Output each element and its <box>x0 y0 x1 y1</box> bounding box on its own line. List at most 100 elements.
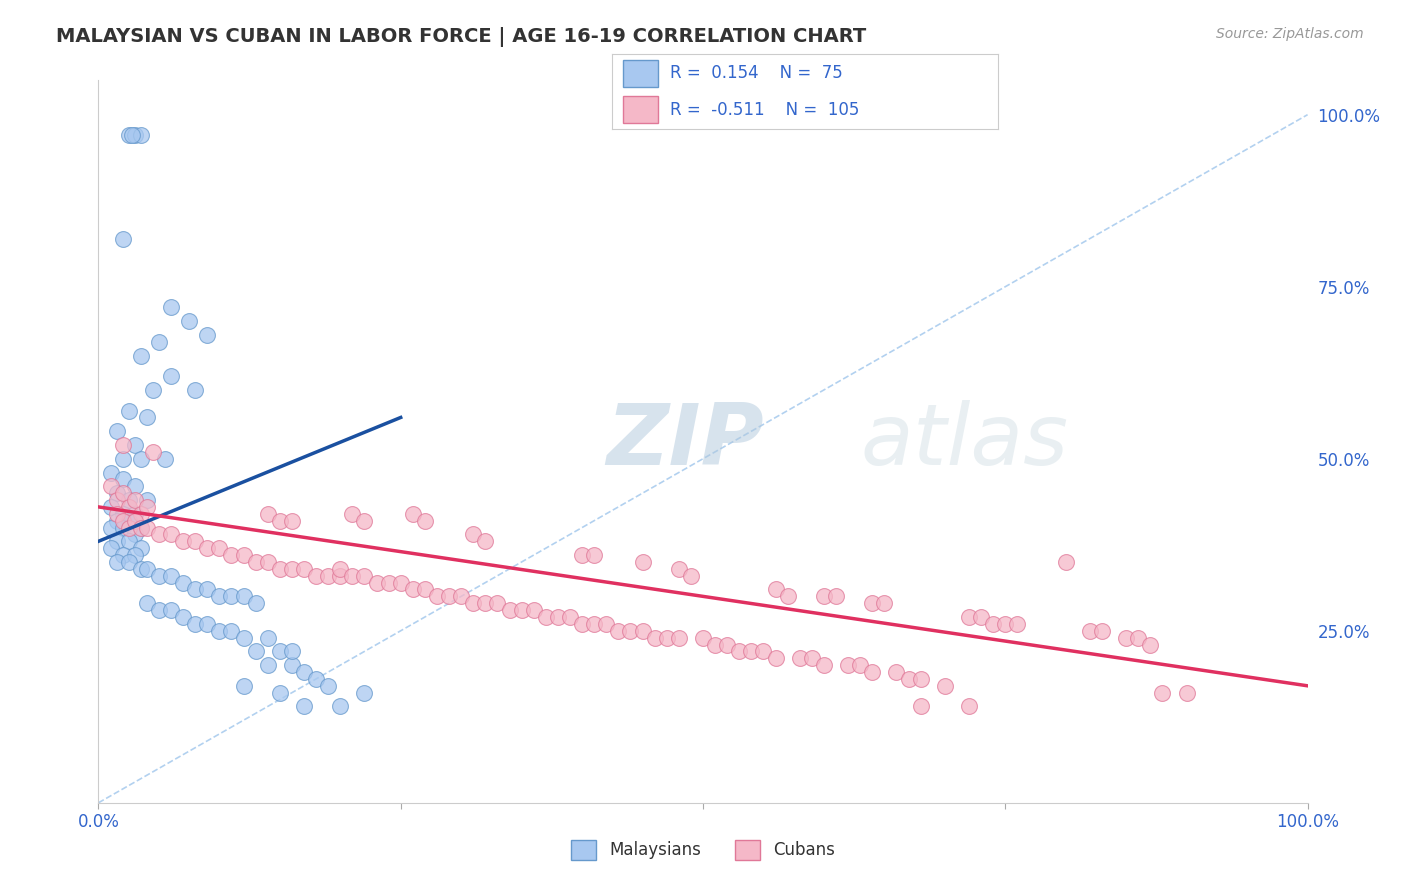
Point <box>148 568 170 582</box>
Point <box>366 575 388 590</box>
Point <box>195 541 218 556</box>
Point <box>800 651 823 665</box>
Point <box>994 616 1017 631</box>
Point <box>837 658 859 673</box>
Point <box>716 638 738 652</box>
Point <box>765 651 787 665</box>
Point <box>100 479 122 493</box>
Point <box>498 603 520 617</box>
Point <box>129 520 152 534</box>
Point <box>1115 631 1137 645</box>
Point <box>100 500 122 514</box>
Point <box>100 541 122 556</box>
Point <box>281 658 304 673</box>
Point <box>221 624 243 638</box>
Point <box>256 555 278 569</box>
Point <box>105 555 128 569</box>
Point <box>100 520 122 534</box>
Point <box>1007 616 1029 631</box>
Point <box>813 658 835 673</box>
Point <box>402 582 425 597</box>
Point <box>631 624 654 638</box>
Point <box>740 644 762 658</box>
Point <box>269 514 291 528</box>
Point <box>668 631 690 645</box>
Point <box>135 493 157 508</box>
Text: ZIP: ZIP <box>606 400 763 483</box>
Point <box>269 686 291 700</box>
Point <box>129 349 152 363</box>
Point <box>292 562 315 576</box>
Point <box>523 603 546 617</box>
Point <box>172 610 194 624</box>
Point <box>172 534 194 549</box>
Point <box>1128 631 1150 645</box>
Point <box>329 699 352 714</box>
Point <box>221 590 243 604</box>
Point <box>111 514 134 528</box>
Point <box>129 507 152 521</box>
Point <box>534 610 557 624</box>
Point <box>1054 555 1077 569</box>
Point <box>256 658 278 673</box>
Point <box>129 451 152 466</box>
Point <box>148 527 170 541</box>
Point <box>934 679 956 693</box>
Point <box>849 658 872 673</box>
Point <box>825 590 848 604</box>
Point <box>160 301 183 315</box>
Point <box>873 596 896 610</box>
Point <box>129 128 152 143</box>
Legend: Malaysians, Cubans: Malaysians, Cubans <box>564 833 842 867</box>
Point <box>728 644 751 658</box>
Point <box>305 568 328 582</box>
Point <box>105 507 128 521</box>
Point <box>413 582 436 597</box>
Point <box>118 403 141 417</box>
Point <box>292 699 315 714</box>
Point <box>111 231 134 245</box>
Point <box>353 686 375 700</box>
Point <box>160 527 183 541</box>
Text: R =  -0.511    N =  105: R = -0.511 N = 105 <box>669 101 859 119</box>
Point <box>256 631 278 645</box>
Point <box>118 555 141 569</box>
Point <box>160 603 183 617</box>
Point <box>269 644 291 658</box>
Point <box>342 507 364 521</box>
Point <box>208 541 231 556</box>
Point <box>135 410 157 425</box>
FancyBboxPatch shape <box>623 60 658 87</box>
Point <box>105 493 128 508</box>
Point <box>105 486 128 500</box>
Point <box>124 128 146 143</box>
Point <box>342 568 364 582</box>
Point <box>118 514 141 528</box>
Point <box>571 548 593 562</box>
Point <box>111 451 134 466</box>
Point <box>463 596 485 610</box>
Point <box>111 507 134 521</box>
Point <box>305 672 328 686</box>
Point <box>124 527 146 541</box>
Point <box>692 631 714 645</box>
Point <box>957 610 980 624</box>
Text: R =  0.154    N =  75: R = 0.154 N = 75 <box>669 64 842 82</box>
Point <box>100 466 122 480</box>
Point <box>135 520 157 534</box>
Point <box>474 534 496 549</box>
Point <box>619 624 641 638</box>
Point <box>474 596 496 610</box>
Point <box>486 596 509 610</box>
Point <box>813 590 835 604</box>
Point <box>450 590 472 604</box>
Point <box>195 582 218 597</box>
Point <box>547 610 569 624</box>
Point <box>789 651 811 665</box>
Point <box>752 644 775 658</box>
Point <box>353 568 375 582</box>
Point <box>860 596 883 610</box>
Point <box>142 383 165 397</box>
Point <box>1152 686 1174 700</box>
Point <box>886 665 908 679</box>
